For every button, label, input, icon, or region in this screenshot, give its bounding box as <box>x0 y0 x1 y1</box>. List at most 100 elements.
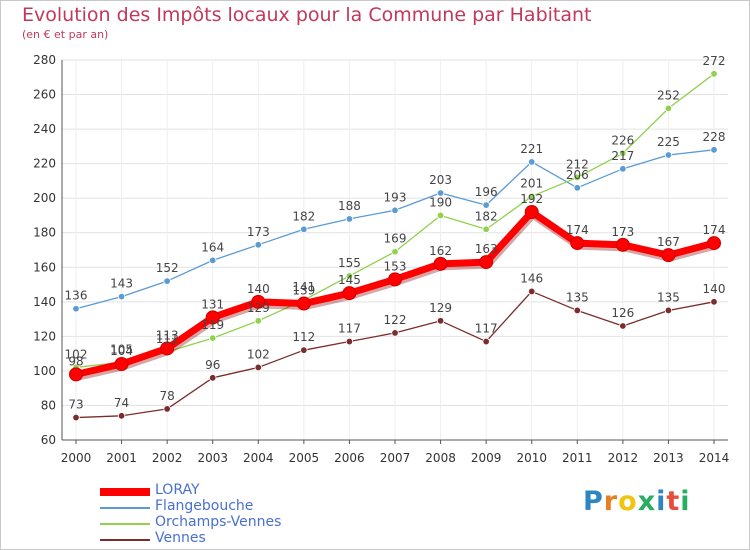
logo-letter: t <box>666 486 681 517</box>
data-label: 145 <box>338 273 361 287</box>
legend-swatch <box>100 539 150 541</box>
y-tick-label: 200 <box>33 191 56 205</box>
legend-item-loray: LORAY <box>100 482 340 500</box>
data-point <box>117 412 126 420</box>
y-tick-label: 180 <box>33 226 56 240</box>
legend-swatch <box>100 523 150 525</box>
data-label: 252 <box>657 88 680 102</box>
logo-letter: r <box>603 486 619 517</box>
data-label: 163 <box>475 242 498 256</box>
data-point <box>482 201 490 209</box>
data-point <box>707 236 721 251</box>
data-point <box>160 341 175 356</box>
data-point <box>254 363 262 372</box>
data-point <box>69 367 83 382</box>
data-label: 111 <box>156 332 179 346</box>
logo-letter: x <box>637 486 657 517</box>
data-label: 104 <box>110 344 133 358</box>
data-label: 74 <box>114 396 129 410</box>
data-point <box>619 165 627 173</box>
x-tick-label: 2014 <box>699 451 730 465</box>
data-label: 141 <box>292 280 315 294</box>
data-point <box>710 70 718 78</box>
data-label: 98 <box>68 354 83 368</box>
data-point <box>345 272 354 280</box>
y-tick-label: 120 <box>33 329 56 343</box>
data-point <box>388 272 402 287</box>
x-tick-label: 2007 <box>380 451 411 465</box>
data-label: 146 <box>520 271 543 285</box>
legend-item-flangebouche: Flangebouche <box>100 498 340 516</box>
data-label: 228 <box>703 130 726 144</box>
y-tick-label: 80 <box>41 398 56 412</box>
x-tick-label: 2005 <box>289 451 320 465</box>
x-tick-label: 2000 <box>61 451 92 465</box>
data-point <box>205 310 220 325</box>
data-point <box>342 286 357 301</box>
data-point <box>573 306 581 315</box>
data-label: 78 <box>160 389 175 403</box>
y-tick-label: 260 <box>33 88 56 102</box>
legend-label: Orchamps-Vennes <box>155 514 282 530</box>
legend-item-orchamps-vennes: Orchamps-Vennes <box>100 514 340 532</box>
x-tick-label: 2009 <box>471 451 502 465</box>
data-label: 226 <box>611 133 634 147</box>
data-point <box>528 192 536 201</box>
chart-subtitle: (en € et par an) <box>22 28 109 41</box>
y-tick-label: 100 <box>33 364 56 378</box>
data-label: 143 <box>110 277 133 291</box>
data-label: 203 <box>429 173 452 187</box>
legend: LORAY Flangebouche Orchamps-Vennes Vennes <box>100 482 340 548</box>
data-label: 119 <box>201 318 224 332</box>
data-point <box>619 149 627 157</box>
data-label: 129 <box>429 301 452 315</box>
data-point <box>619 322 627 330</box>
data-label: 140 <box>247 282 270 296</box>
data-point <box>163 405 171 413</box>
data-point <box>117 292 126 301</box>
data-point <box>436 211 445 220</box>
logo-letter: i <box>656 486 667 517</box>
data-point <box>528 287 536 296</box>
data-label: 167 <box>657 235 680 249</box>
y-tick-label: 220 <box>33 157 56 171</box>
data-point <box>345 215 354 223</box>
y-tick-label: 140 <box>33 295 56 309</box>
y-tick-label: 280 <box>33 53 56 67</box>
data-label: 122 <box>384 313 407 327</box>
data-point <box>209 256 217 265</box>
data-point <box>300 225 308 233</box>
data-point <box>163 277 171 285</box>
legend-label: Flangebouche <box>155 498 254 514</box>
x-tick-label: 2013 <box>653 451 684 465</box>
data-point <box>664 306 673 315</box>
x-tick-label: 2001 <box>106 451 137 465</box>
logo-letter: o <box>618 486 638 517</box>
data-point <box>345 337 354 346</box>
data-point <box>570 236 585 251</box>
data-point <box>479 255 494 270</box>
data-point <box>296 296 311 311</box>
data-label: 126 <box>611 306 634 320</box>
data-label: 173 <box>247 225 270 239</box>
data-label: 152 <box>156 261 179 275</box>
data-label: 169 <box>384 232 407 246</box>
data-point <box>573 184 581 192</box>
x-tick-label: 2006 <box>334 451 365 465</box>
data-label: 162 <box>429 244 452 258</box>
data-label: 102 <box>247 347 270 361</box>
data-label: 182 <box>292 209 315 223</box>
data-label: 174 <box>703 223 726 237</box>
data-label: 190 <box>429 195 452 209</box>
data-label: 102 <box>65 347 88 361</box>
x-tick-label: 2002 <box>152 451 183 465</box>
legend-label: Vennes <box>155 530 206 546</box>
data-point <box>710 146 718 154</box>
data-label: 164 <box>201 240 224 254</box>
legend-swatch <box>100 507 150 509</box>
data-point <box>615 237 630 252</box>
data-point <box>664 104 673 113</box>
data-label: 140 <box>703 282 726 296</box>
data-point <box>482 337 490 346</box>
